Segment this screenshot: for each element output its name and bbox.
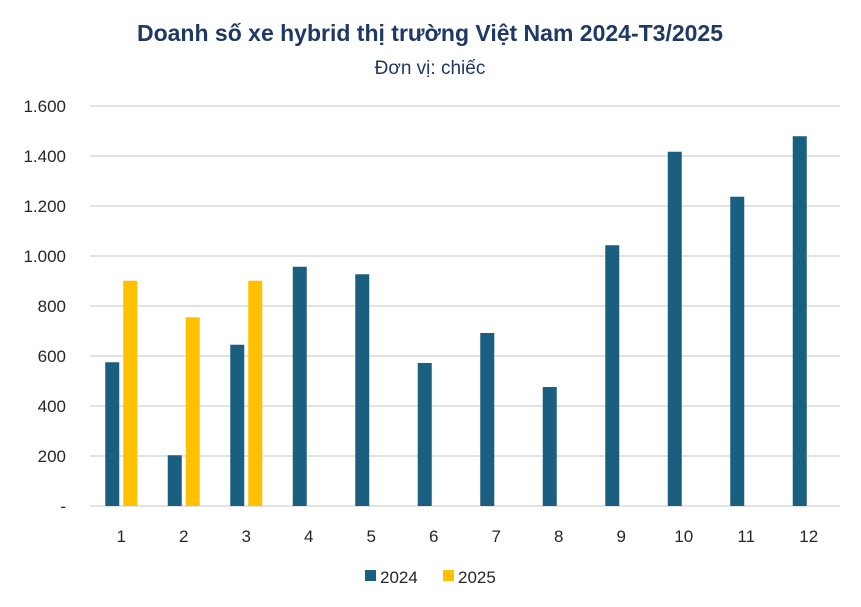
bar-2024-10 <box>667 151 682 506</box>
bar-2024-7 <box>480 333 495 506</box>
bar-2024-12 <box>792 136 807 506</box>
bar-2024-11 <box>730 196 745 506</box>
x-tick-label: 8 <box>554 527 563 546</box>
x-tick-label: 1 <box>117 527 126 546</box>
y-tick-label: 1.400 <box>23 147 66 166</box>
bar-2024-3 <box>230 344 245 506</box>
chart-subtitle: Đơn vị: chiếc <box>375 58 486 79</box>
x-tick-label: 7 <box>492 527 501 546</box>
y-tick-label: 1.600 <box>23 97 66 116</box>
bar-2025-2 <box>185 317 200 506</box>
x-tick-label: 12 <box>799 527 818 546</box>
bar-2024-6 <box>417 363 432 506</box>
chart-title: Doanh số xe hybrid thị trường Việt Nam 2… <box>137 20 723 46</box>
y-tick-label: 600 <box>38 347 66 366</box>
x-tick-label: 2 <box>179 527 188 546</box>
legend-swatch-2024 <box>365 570 376 581</box>
legend-swatch-2025 <box>443 570 454 581</box>
x-tick-label: 10 <box>674 527 693 546</box>
bar-2024-2 <box>167 455 182 506</box>
x-tick-label: 3 <box>242 527 251 546</box>
y-tick-label: 1.200 <box>23 197 66 216</box>
y-tick-label: 200 <box>38 447 66 466</box>
y-tick-label: 800 <box>38 297 66 316</box>
legend-label-2024: 2024 <box>380 568 418 587</box>
x-tick-label: 4 <box>304 527 313 546</box>
bar-2025-1 <box>123 280 138 506</box>
x-tick-label: 5 <box>367 527 376 546</box>
y-tick-label: 1.000 <box>23 247 66 266</box>
bar-2024-4 <box>292 266 307 506</box>
x-tick-label: 9 <box>617 527 626 546</box>
y-tick-label: 400 <box>38 397 66 416</box>
bar-2024-5 <box>355 274 370 506</box>
legend-label-2025: 2025 <box>458 568 496 587</box>
x-tick-label: 6 <box>429 527 438 546</box>
bar-2024-1 <box>105 362 120 506</box>
bar-2025-3 <box>248 280 263 506</box>
y-tick-label: - <box>60 497 66 516</box>
bar-2024-8 <box>542 387 557 506</box>
x-tick-label: 11 <box>737 527 755 546</box>
bar-2024-9 <box>605 245 620 506</box>
